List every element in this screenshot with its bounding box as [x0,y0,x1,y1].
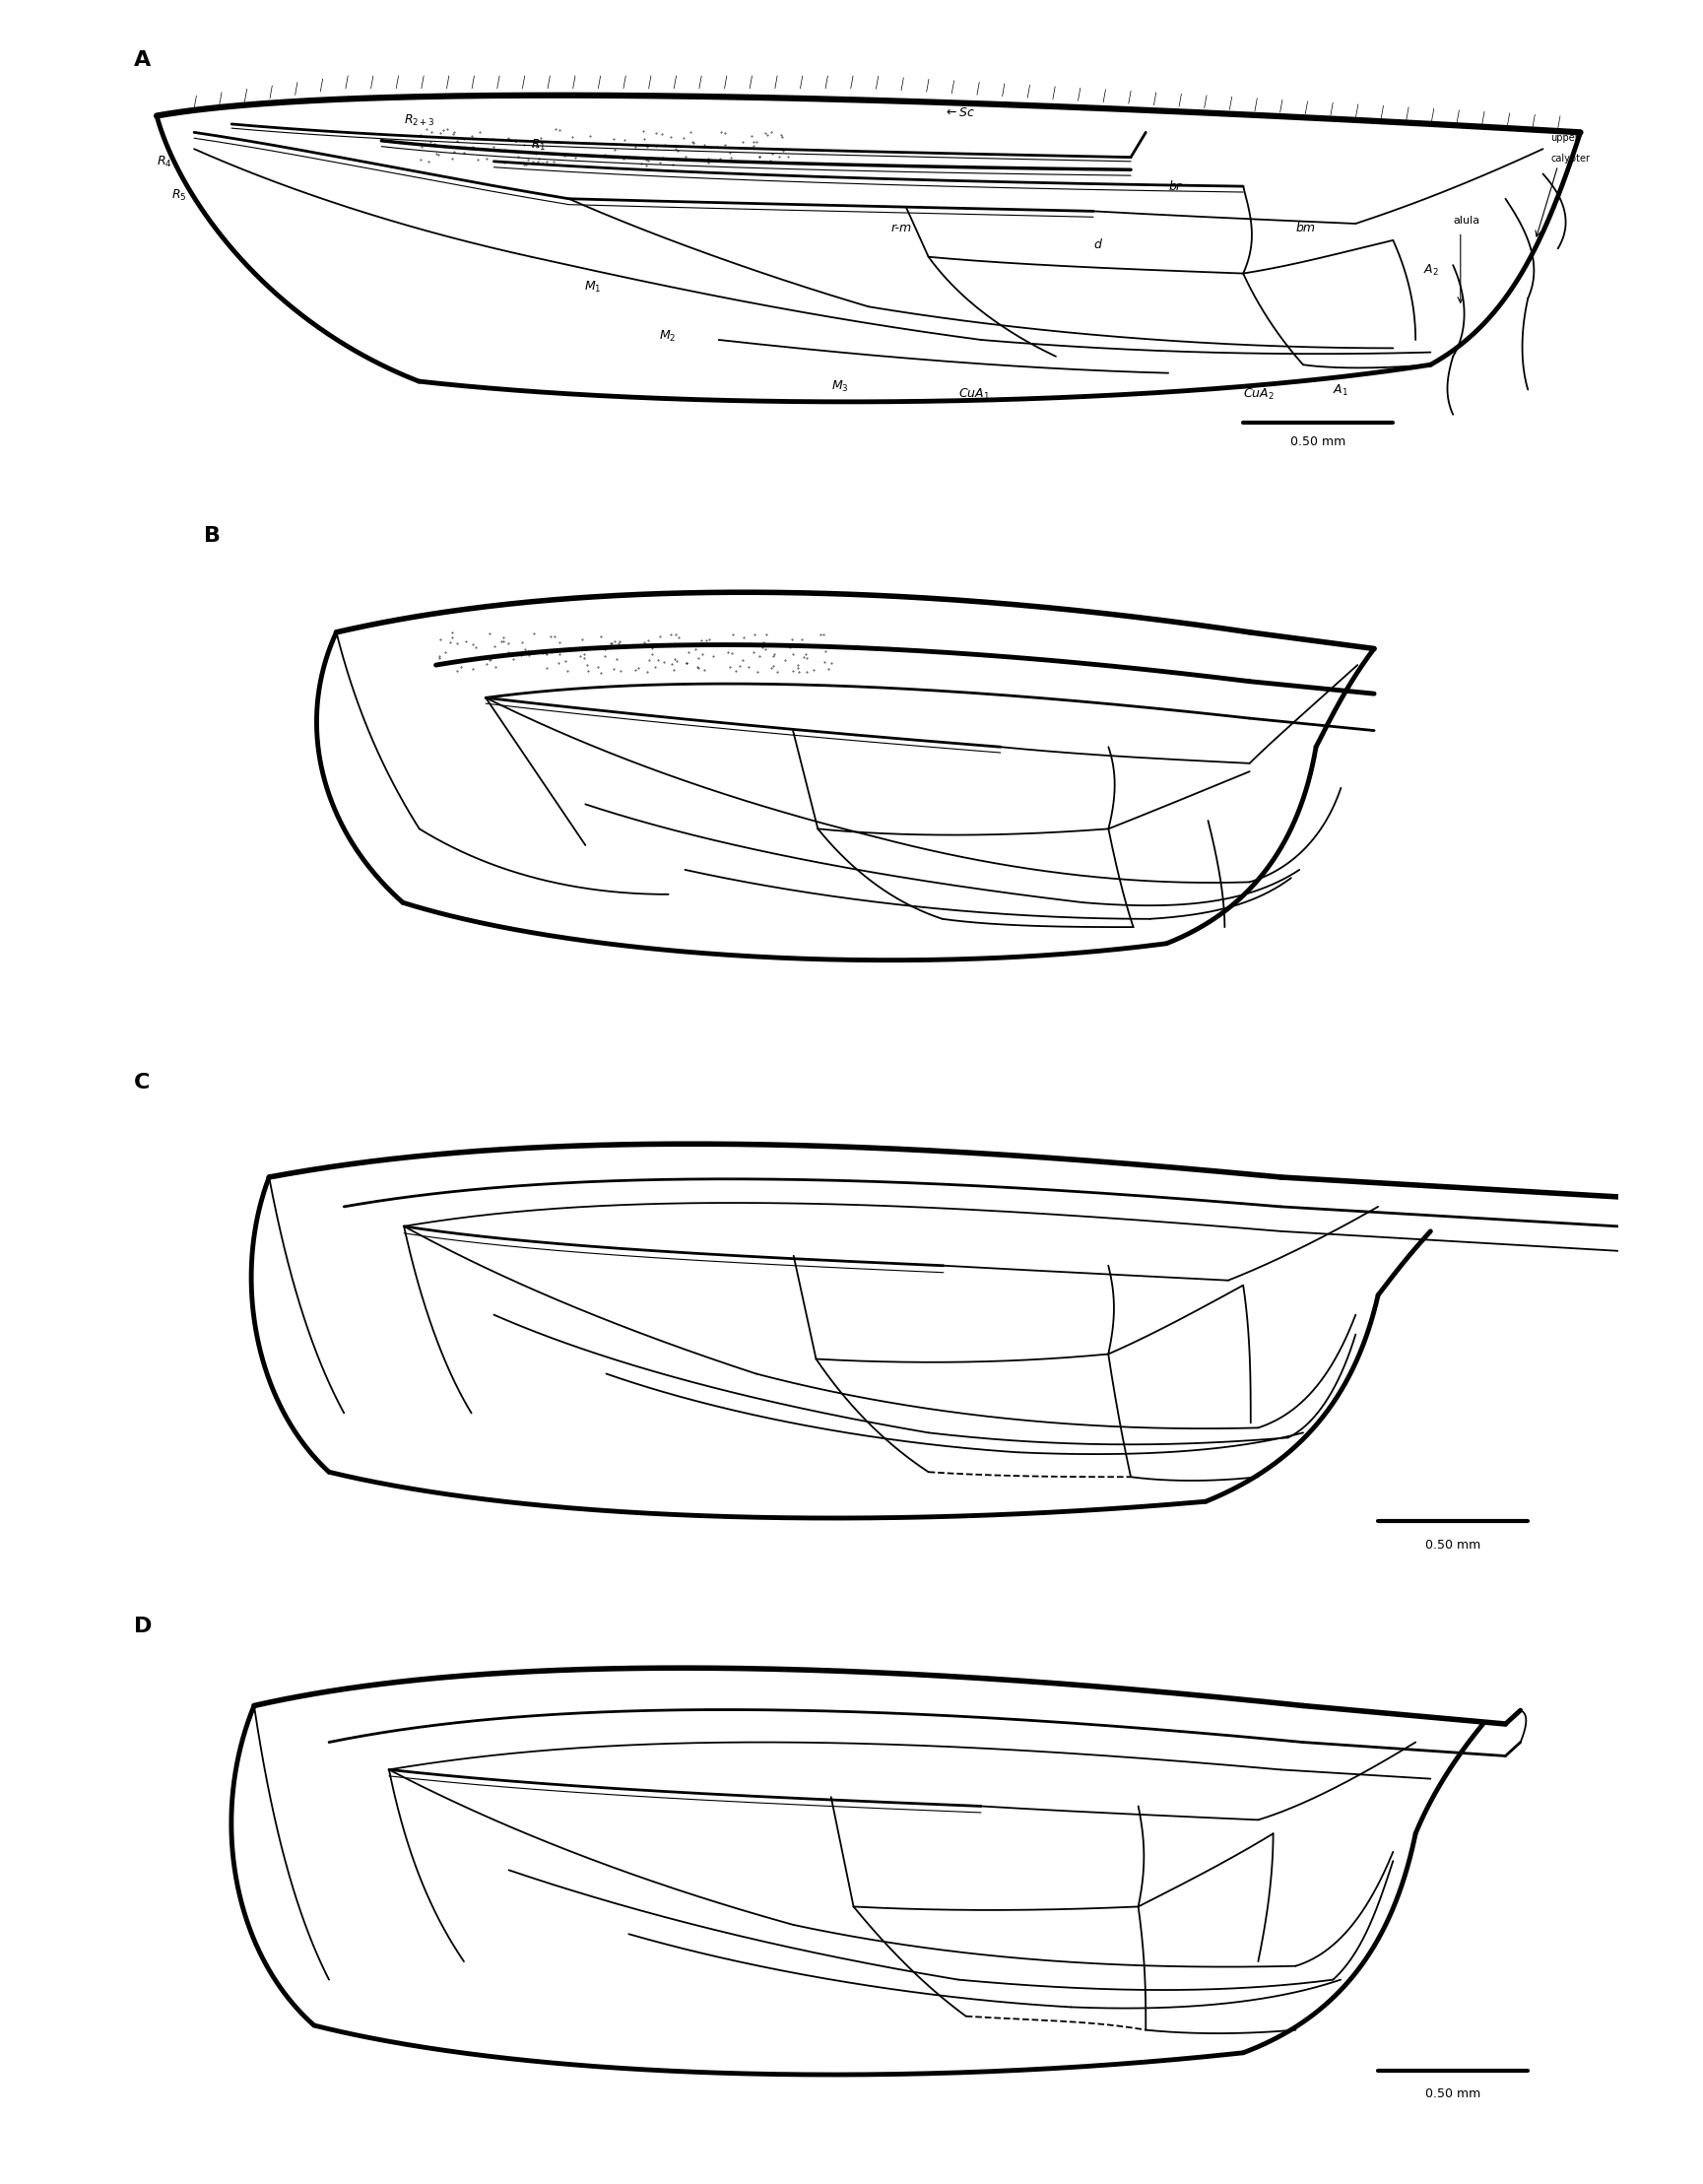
Text: 0.50 mm: 0.50 mm [1425,2088,1480,2101]
Text: r-m: r-m [891,223,911,236]
Text: B: B [204,526,220,546]
Text: $A_1$: $A_1$ [1333,382,1349,397]
Text: C: C [135,1072,150,1092]
Text: upper: upper [1550,133,1579,142]
Text: $M_3$: $M_3$ [831,378,848,393]
Text: $R_{2+3}$: $R_{2+3}$ [404,114,436,129]
Text: D: D [135,1616,152,1636]
Text: $CuA_1$: $CuA_1$ [959,387,989,402]
Text: $M_1$: $M_1$ [584,280,601,295]
Text: br: br [1168,181,1182,194]
Text: $R_4$: $R_4$ [157,155,172,170]
Text: d: d [1093,238,1102,251]
Text: $A_2$: $A_2$ [1424,262,1439,277]
Text: $R_1$: $R_1$ [531,138,547,153]
Text: 0.50 mm: 0.50 mm [1425,1540,1480,1551]
Text: A: A [135,50,152,70]
Text: $\leftarrow$Sc: $\leftarrow$Sc [943,105,974,118]
Text: bm: bm [1296,223,1315,236]
Text: calypter: calypter [1550,153,1591,164]
Text: 0.50 mm: 0.50 mm [1291,435,1345,448]
Text: $CuA_2$: $CuA_2$ [1243,387,1274,402]
Text: alula: alula [1453,216,1480,225]
Text: $M_2$: $M_2$ [659,330,676,343]
Text: $R_5$: $R_5$ [172,188,187,203]
